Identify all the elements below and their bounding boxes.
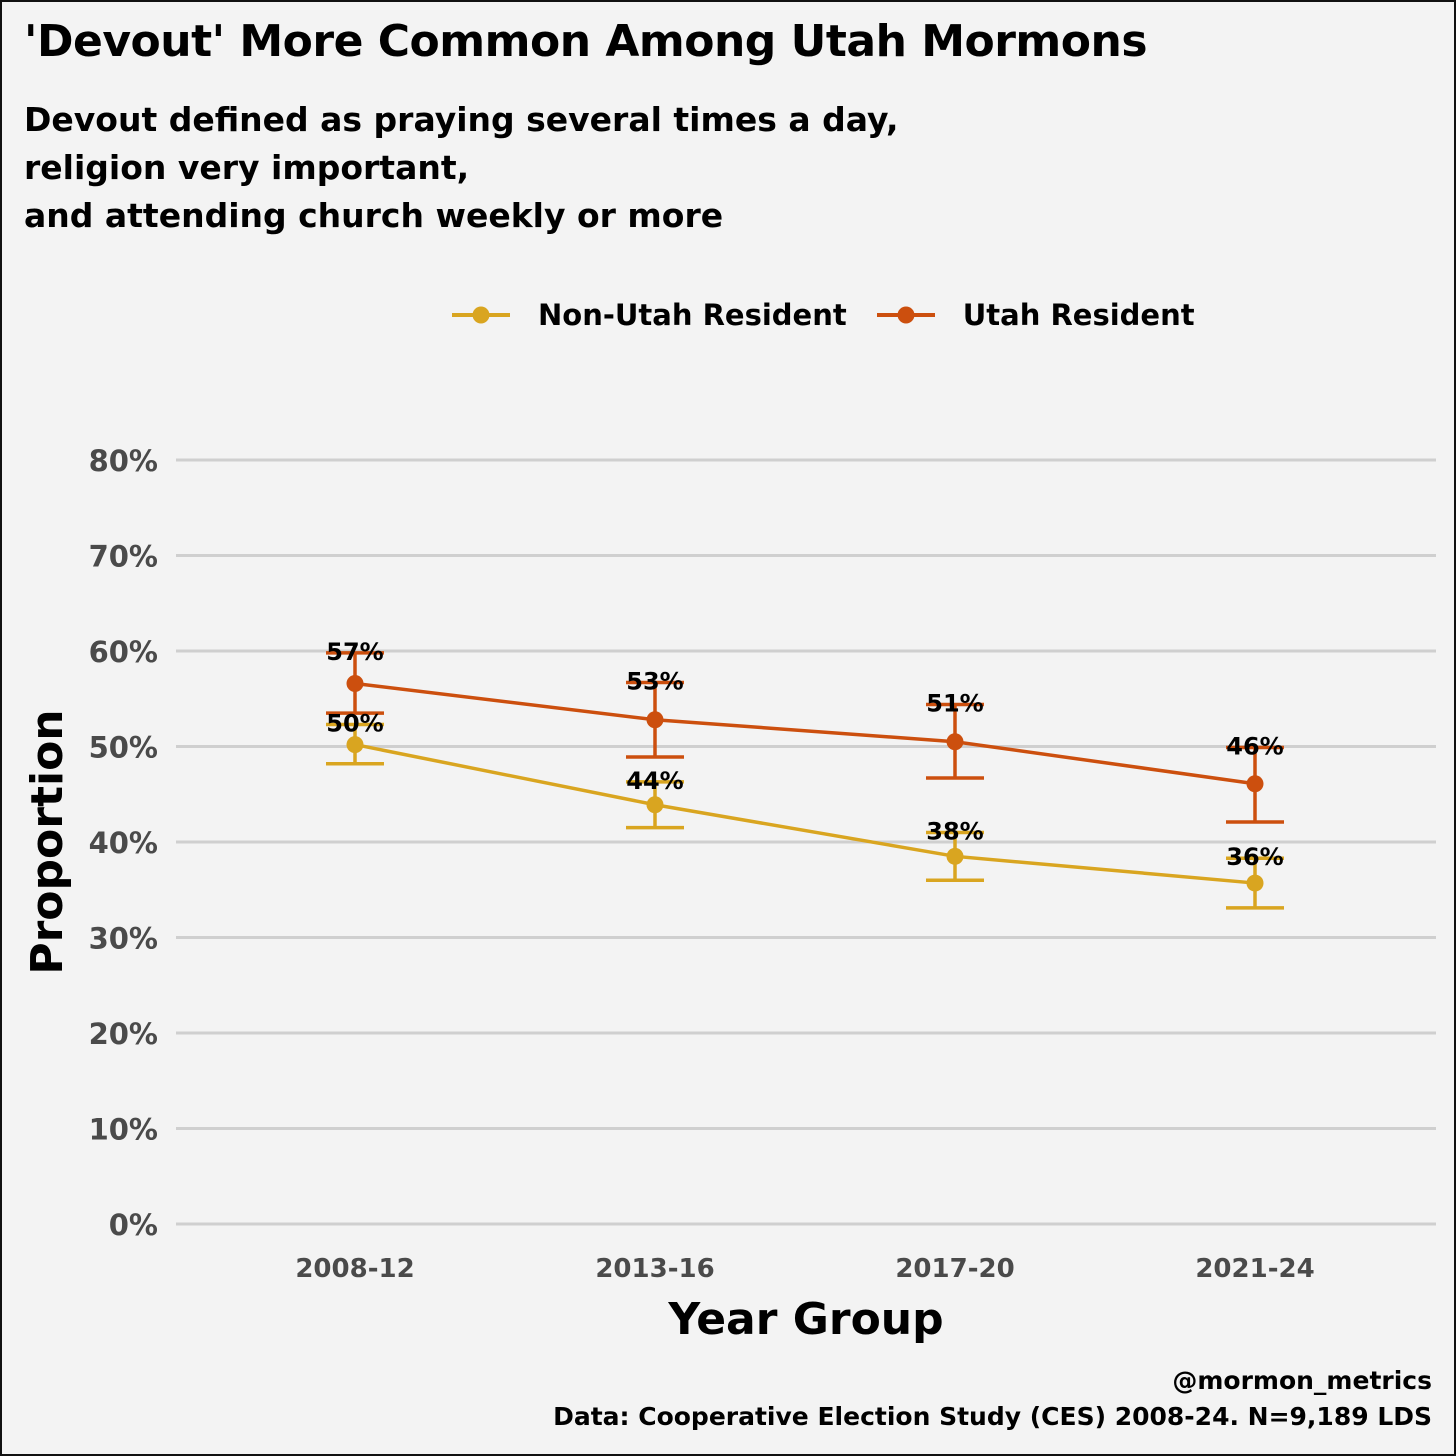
x-tick-label: 2008-12 bbox=[295, 1254, 414, 1284]
y-tick-label: 20% bbox=[89, 1017, 158, 1051]
data-label: 46% bbox=[1226, 732, 1283, 760]
legend-label: Non-Utah Resident bbox=[538, 298, 847, 332]
x-tick-label: 2021-24 bbox=[1195, 1254, 1314, 1284]
legend-item-utah: Utah Resident bbox=[876, 298, 1195, 332]
subtitle-line: and attending church weekly or more bbox=[24, 196, 724, 235]
data-label: 51% bbox=[926, 689, 983, 717]
y-tick-label: 30% bbox=[89, 922, 158, 956]
data-label: 38% bbox=[926, 817, 983, 845]
legend-marker bbox=[472, 306, 490, 324]
y-tick-label: 40% bbox=[89, 826, 158, 860]
chart-title: 'Devout' More Common Among Utah Mormons bbox=[24, 16, 1148, 67]
data-label: 44% bbox=[626, 767, 683, 795]
data-label: 36% bbox=[1226, 843, 1283, 871]
x-axis-title: Year Group bbox=[667, 1294, 943, 1345]
legend: Non-Utah Resident Utah Resident bbox=[452, 298, 1225, 332]
legend-swatch-utah bbox=[876, 306, 935, 324]
y-tick-label: 80% bbox=[89, 444, 158, 478]
chart-subtitle: Devout defined as praying several times … bbox=[24, 96, 899, 240]
data-point bbox=[346, 736, 364, 754]
data-point bbox=[646, 796, 664, 814]
data-label: 57% bbox=[326, 638, 383, 666]
data-point bbox=[946, 847, 964, 865]
y-axis-title: Proportion bbox=[22, 709, 73, 974]
y-tick-label: 50% bbox=[89, 731, 158, 765]
data-point bbox=[1246, 874, 1264, 892]
x-tick-label: 2017-20 bbox=[895, 1254, 1014, 1284]
series-line bbox=[354, 681, 1256, 786]
legend-swatch-non-utah bbox=[452, 306, 510, 324]
data-label: 50% bbox=[326, 710, 383, 738]
credit-handle: @mormon_metrics bbox=[1172, 1366, 1432, 1395]
data-label: 53% bbox=[626, 668, 683, 696]
y-tick-label: 60% bbox=[89, 635, 158, 669]
legend-label: Utah Resident bbox=[962, 298, 1195, 332]
x-tick-label: 2013-16 bbox=[595, 1254, 714, 1284]
series-line bbox=[354, 742, 1256, 885]
data-source-note: Data: Cooperative Election Study (CES) 2… bbox=[553, 1402, 1432, 1431]
data-point bbox=[946, 733, 964, 751]
data-point bbox=[346, 674, 364, 692]
subtitle-line: religion very important, bbox=[24, 148, 470, 187]
subtitle-line: Devout defined as praying several times … bbox=[24, 100, 899, 139]
y-tick-label: 0% bbox=[109, 1208, 158, 1242]
legend-item-non-utah: Non-Utah Resident bbox=[452, 298, 847, 332]
data-point bbox=[646, 711, 664, 729]
y-tick-label: 10% bbox=[89, 1113, 158, 1147]
data-point bbox=[1246, 775, 1264, 793]
y-tick-label: 70% bbox=[89, 540, 158, 574]
legend-marker bbox=[897, 306, 915, 324]
